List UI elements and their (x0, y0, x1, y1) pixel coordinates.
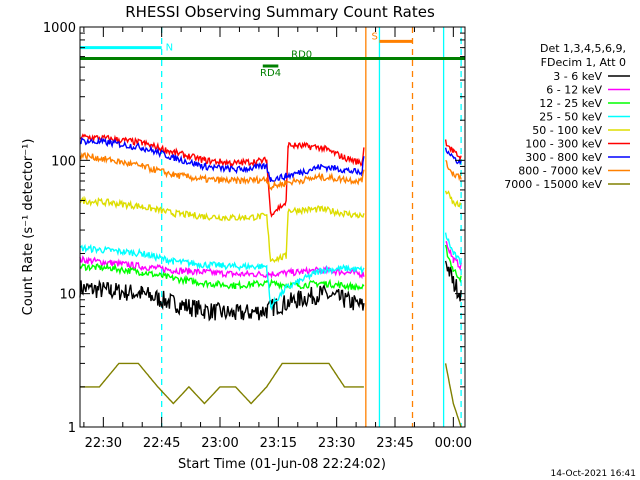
legend-label-5: 100 - 300 keV (525, 138, 602, 151)
legend-label-2: 12 - 25 keV (539, 97, 602, 110)
y-tick-label-0: 1 (68, 421, 76, 436)
flag-label-1: RD0 (291, 50, 312, 61)
legend-label-8: 7000 - 15000 keV (504, 178, 602, 191)
series-line-8 (80, 362, 462, 428)
x-tick-label-0: 22:30 (85, 436, 122, 451)
legend-label-6: 300 - 800 keV (525, 151, 602, 164)
legend-label-1: 6 - 12 keV (546, 84, 602, 97)
flag-label-2: RD4 (260, 68, 281, 79)
x-tick-label-4: 23:30 (318, 436, 355, 451)
x-axis: 22:30 22:45 23:00 23:15 23:30 23:45 00:00 (83, 27, 472, 451)
legend-header-1: FDecim 1, Att 0 (541, 56, 626, 69)
x-tick-label-2: 23:00 (201, 436, 238, 451)
legend: Det 1,3,4,5,6,9,FDecim 1, Att 03 - 6 keV… (504, 42, 630, 191)
y-tick-label-1: 10 (59, 288, 76, 303)
x-tick-label-3: 23:15 (260, 436, 297, 451)
flag-label-3: S (371, 31, 377, 42)
series-line-4 (79, 190, 462, 263)
timestamp: 14-Oct-2021 16:41 (551, 469, 636, 479)
x-tick-label-1: 22:45 (143, 436, 180, 451)
legend-label-7: 800 - 7000 keV (518, 165, 602, 178)
y-tick-label-2: 100 (51, 154, 76, 169)
legend-label-3: 25 - 50 keV (539, 111, 602, 124)
x-tick-label-5: 23:45 (376, 436, 413, 451)
series-line-0 (79, 260, 462, 322)
legend-label-0: 3 - 6 keV (553, 70, 602, 83)
y-tick-label-3: 1000 (43, 21, 76, 36)
series-line-1 (79, 240, 462, 280)
chart-title: RHESSI Observing Summary Count Rates (125, 3, 435, 21)
series-line-6 (79, 136, 462, 183)
flag-label-0: N (166, 43, 173, 54)
x-tick-label-6: 00:00 (435, 436, 472, 451)
series-line-5 (79, 133, 462, 218)
x-axis-label: Start Time (01-Jun-08 22:24:02) (178, 457, 386, 472)
y-axis: 1 10 100 1000 (43, 21, 465, 436)
legend-label-4: 50 - 100 keV (532, 124, 602, 137)
series-line-2 (79, 244, 462, 292)
y-axis-label: Count Rate (s⁻¹ detector⁻¹) (21, 139, 36, 316)
plot-area: N RD0 RD4 S (79, 27, 465, 428)
plot-frame (79, 26, 466, 428)
legend-header-0: Det 1,3,4,5,6,9, (540, 42, 626, 55)
series-line-7 (79, 151, 462, 191)
series-line-3 (79, 232, 462, 311)
